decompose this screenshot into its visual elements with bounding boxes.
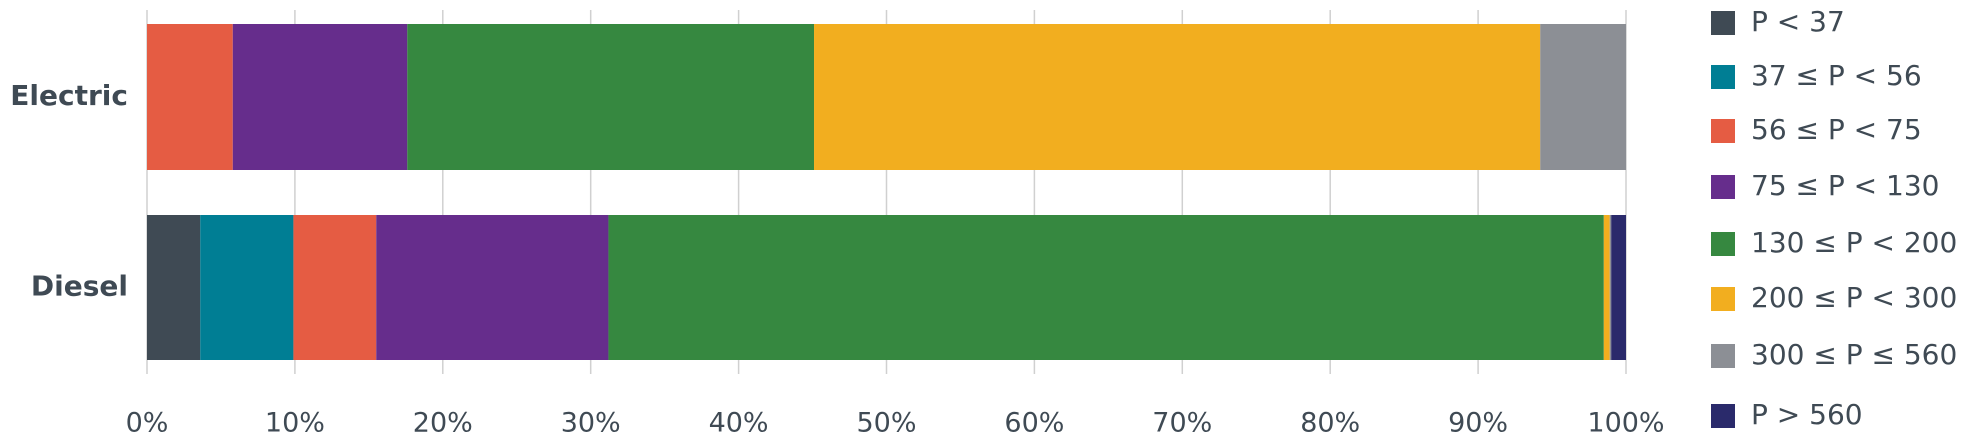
legend-swatch — [1711, 175, 1735, 199]
legend-swatch — [1711, 119, 1735, 143]
legend-label: P > 560 — [1751, 398, 1863, 431]
bar-segment — [293, 215, 377, 360]
legend-swatch — [1711, 11, 1735, 35]
x-tick-label: 0% — [126, 408, 169, 439]
bar-segment — [1603, 215, 1610, 360]
legend-swatch — [1711, 232, 1735, 256]
legend-swatch — [1711, 404, 1735, 428]
x-tick-label: 80% — [1300, 408, 1360, 439]
legend-label: P < 37 — [1751, 5, 1845, 38]
bar-segment — [1609, 215, 1612, 360]
x-tick-label: 10% — [265, 408, 325, 439]
x-tick-label: 70% — [1152, 408, 1212, 439]
legend-swatch — [1711, 287, 1735, 311]
legend-label: 37 ≤ P < 56 — [1751, 59, 1922, 92]
x-tick-label: 100% — [1587, 408, 1664, 439]
x-tick-label: 60% — [1004, 408, 1064, 439]
bar-segment — [376, 215, 609, 360]
bar-segment — [608, 215, 1604, 360]
legend-label: 56 ≤ P < 75 — [1751, 113, 1922, 146]
bar-segment — [1540, 24, 1626, 170]
legend-swatch — [1711, 65, 1735, 89]
legend-label: 130 ≤ P < 200 — [1751, 226, 1957, 259]
category-label: Diesel — [31, 270, 128, 303]
bar-segment — [147, 215, 201, 360]
x-tick-label: 40% — [709, 408, 769, 439]
x-tick-label: 90% — [1448, 408, 1508, 439]
bar-segment — [814, 24, 1541, 170]
legend-label: 75 ≤ P < 130 — [1751, 169, 1939, 202]
legend-label: 300 ≤ P ≤ 560 — [1751, 338, 1957, 371]
legend-label: 200 ≤ P < 300 — [1751, 281, 1957, 314]
bar-segment — [232, 24, 408, 170]
x-tick-label: 50% — [856, 408, 916, 439]
bar-segment — [1611, 215, 1626, 360]
x-tick-label: 20% — [413, 408, 473, 439]
bar-segment — [147, 24, 233, 170]
category-label: Electric — [10, 79, 128, 112]
x-tick-label: 30% — [561, 408, 621, 439]
legend-swatch — [1711, 344, 1735, 368]
bar-segment — [407, 24, 815, 170]
bar-segment — [200, 215, 294, 360]
